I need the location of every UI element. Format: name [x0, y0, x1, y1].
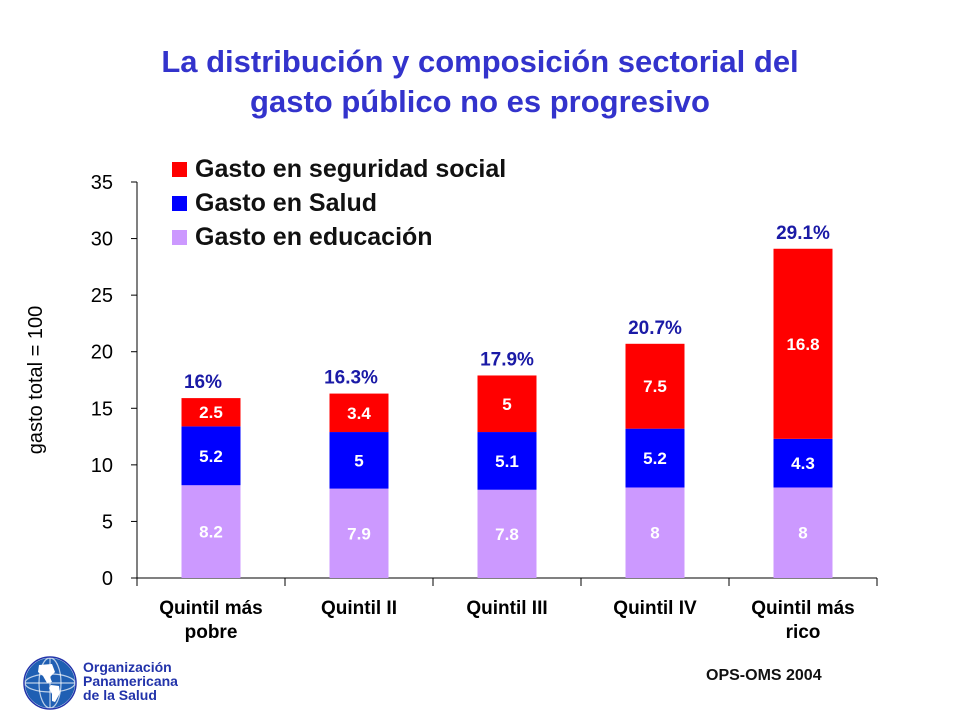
chart-title: La distribución y composición sectorial …: [0, 42, 960, 122]
data-label: 16.8: [786, 335, 819, 354]
title-line-2: gasto público no es progresivo: [250, 84, 710, 119]
data-label: 5: [502, 395, 511, 414]
legend-swatch-educacion: [172, 229, 187, 245]
organization-name: Organización Panamericana de la Salud: [83, 660, 178, 702]
legend: Gasto en seguridad social Gasto en Salud…: [172, 152, 506, 254]
y-tick-label: 10: [91, 455, 113, 477]
data-label: 8: [650, 524, 659, 543]
legend-item-educacion: Gasto en educación: [172, 220, 506, 254]
x-tick-label: rico: [786, 622, 821, 643]
bar-segment: [181, 426, 241, 486]
bar-segment: [773, 438, 833, 488]
x-tick-label: pobre: [185, 622, 238, 643]
x-tick-label: Quintil II: [321, 598, 397, 619]
legend-label-salud: Gasto en Salud: [195, 188, 377, 217]
data-label: 5: [354, 451, 363, 470]
data-label: 7.8: [495, 525, 519, 544]
total-label: 16.3%: [324, 368, 378, 389]
bar-segment: [477, 432, 537, 490]
total-label: 29.1%: [776, 223, 830, 244]
data-label: 7.5: [643, 377, 667, 396]
bar-segment: [477, 375, 537, 433]
legend-swatch-seguridad-social: [172, 161, 187, 177]
bar-segment: [773, 248, 833, 439]
bar-segment: [625, 343, 685, 429]
x-tick-label: Quintil más: [751, 598, 854, 619]
x-tick-label: Quintil IV: [613, 598, 697, 619]
total-label: 17.9%: [480, 349, 534, 370]
data-label: 4.3: [791, 454, 815, 473]
data-label: 7.9: [347, 524, 371, 543]
total-label: 20.7%: [628, 318, 682, 339]
org-line-1: Organización: [83, 659, 172, 675]
total-label: 16%: [184, 372, 222, 393]
legend-label-educacion: Gasto en educación: [195, 222, 433, 251]
y-tick-label: 20: [91, 342, 113, 364]
x-tick-label: Quintil más: [159, 598, 262, 619]
y-tick-label: 5: [102, 511, 113, 533]
bar-segment: [181, 398, 241, 427]
data-label: 3.4: [347, 404, 371, 423]
source-credit: OPS-OMS 2004: [706, 667, 822, 684]
bar-segment: [181, 485, 241, 578]
bar-segment: [625, 428, 685, 488]
data-label: 2.5: [199, 403, 223, 422]
y-tick-label: 0: [102, 568, 113, 590]
legend-item-salud: Gasto en Salud: [172, 186, 506, 220]
legend-swatch-salud: [172, 195, 187, 211]
bar-segment: [329, 432, 389, 489]
y-axis-label: gasto total = 100: [25, 306, 47, 454]
x-tick-label: Quintil III: [466, 598, 547, 619]
bar-segment: [329, 488, 389, 578]
data-label: 8: [798, 524, 807, 543]
data-label: 5.2: [199, 447, 223, 466]
legend-label-seguridad-social: Gasto en seguridad social: [195, 154, 507, 183]
bar-segment: [477, 489, 537, 578]
bar-segment: [773, 487, 833, 578]
org-line-2: Panamericana: [83, 673, 178, 689]
y-tick-label: 30: [91, 229, 113, 251]
data-label: 5.1: [495, 452, 519, 471]
data-label: 8.2: [199, 523, 223, 542]
legend-item-seguridad-social: Gasto en seguridad social: [172, 152, 506, 186]
title-line-1: La distribución y composición sectorial …: [161, 44, 799, 79]
org-line-3: de la Salud: [83, 687, 157, 703]
y-tick-label: 15: [91, 398, 113, 420]
bar-segment: [329, 393, 389, 433]
bar-segment: [625, 487, 685, 578]
y-tick-label: 25: [91, 285, 113, 307]
data-label: 5.2: [643, 449, 667, 468]
globe-americas-icon: [23, 656, 77, 710]
y-tick-label: 35: [91, 172, 113, 194]
